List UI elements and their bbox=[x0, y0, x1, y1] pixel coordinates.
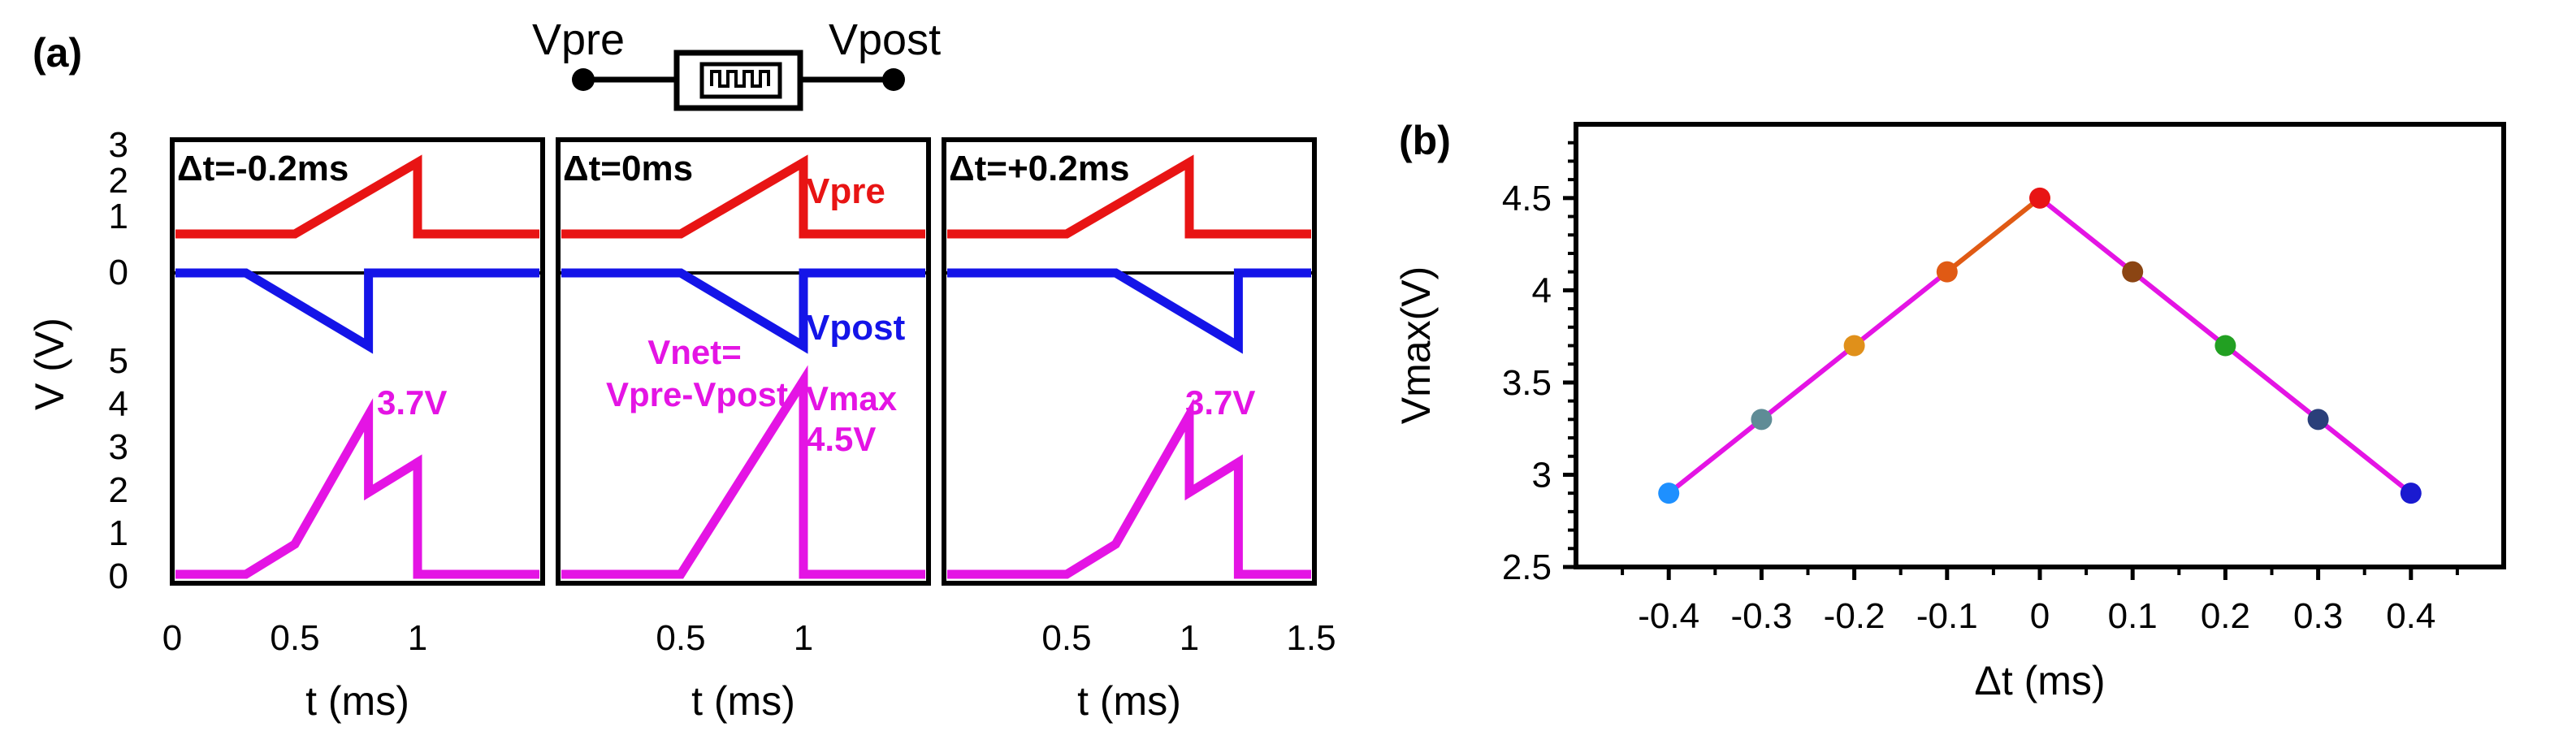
subplot-3-vpre-line bbox=[947, 154, 1311, 239]
ytick-0-top: 0 bbox=[109, 253, 128, 292]
panel-b-xtick-label: 0.3 bbox=[2293, 596, 2343, 636]
vmax-label: Vmax bbox=[806, 379, 898, 418]
panel-b-point bbox=[1936, 261, 1958, 283]
ytick-1b: 1 bbox=[109, 513, 128, 553]
subplot-2-waveforms bbox=[561, 154, 925, 579]
subplot-1-vnet-line bbox=[175, 398, 539, 579]
panel-b-xlabel: Δt (ms) bbox=[1974, 658, 2105, 703]
panel-b-ytick-labels: 2.5 3 3.5 4 4.5 bbox=[1502, 179, 1552, 587]
vnet-label-line2: Vpre-Vpost bbox=[606, 375, 788, 413]
sub2-xtick-1: 1 bbox=[794, 618, 813, 658]
panel-b-ylabel: Vmax(V) bbox=[1393, 266, 1439, 424]
panel-b-line-segment bbox=[2223, 344, 2320, 422]
subplot-1-waveforms bbox=[175, 154, 539, 579]
subplot-3-vpost-line bbox=[947, 268, 1311, 354]
panel-b-ytick-label: 4 bbox=[1532, 270, 1552, 310]
sub3-xlabel: t (ms) bbox=[1077, 678, 1181, 724]
panel-b-xtick-label: 0.1 bbox=[2108, 596, 2158, 636]
ytick-0b: 0 bbox=[109, 556, 128, 596]
sub1-xtick-0: 0 bbox=[162, 618, 182, 658]
device-left-terminal bbox=[572, 68, 595, 91]
panel-a-yticks-bottom: 5 4 3 2 1 0 bbox=[109, 341, 128, 596]
ytick-1: 1 bbox=[109, 197, 128, 236]
sub1-xtick-1: 1 bbox=[408, 618, 427, 658]
panel-b-point bbox=[2307, 409, 2329, 431]
subplot-3-vnet-line bbox=[947, 398, 1311, 579]
subplot-2-dt-label: Δt=0ms bbox=[563, 149, 693, 188]
panel-a-xticks: 0 0.5 1 0.5 1 0.5 1 1.5 bbox=[162, 618, 1336, 658]
vmax-value-label: 4.5V bbox=[806, 420, 876, 458]
panel-b-xtick-label: 0 bbox=[2030, 596, 2050, 636]
panel-b-xtick-label: -0.4 bbox=[1638, 596, 1699, 636]
subplot-2-vpost-line bbox=[561, 268, 925, 354]
subplot-1-dt-label: Δt=-0.2ms bbox=[177, 149, 349, 188]
subplot-2-frame bbox=[556, 137, 931, 586]
panel-b-point bbox=[1658, 483, 1680, 504]
panel-b-line-segment bbox=[1760, 344, 1856, 422]
subplot-3-waveforms bbox=[947, 154, 1311, 579]
panel-b-label: (b) bbox=[1399, 118, 1451, 163]
panel-b-line-segment bbox=[2038, 196, 2135, 275]
panel-b-line-segment bbox=[2316, 417, 2413, 496]
panel-b-xtick-label: -0.2 bbox=[1824, 596, 1885, 636]
subplot-2-vpre-line bbox=[561, 154, 925, 239]
device-right-label: Vpost bbox=[829, 15, 941, 64]
panel-a-yticks-top: 3 2 1 0 bbox=[109, 125, 128, 292]
panel-b-point bbox=[2029, 187, 2050, 209]
device-right-terminal bbox=[882, 68, 905, 91]
sub1-xlabel: t (ms) bbox=[305, 678, 409, 724]
panel-a-ylabel: V (V) bbox=[27, 318, 72, 410]
panel-b-line-segment bbox=[1667, 417, 1764, 496]
panel-b-xtick-label: 0.2 bbox=[2201, 596, 2250, 636]
panel-b-xtick-label: 0.4 bbox=[2386, 596, 2435, 636]
panel-b-xtick-labels: -0.4 -0.3 -0.2 -0.1 0 0.1 0.2 0.3 0.4 bbox=[1638, 596, 2435, 636]
ytick-3: 3 bbox=[109, 125, 128, 165]
subplot-1-frame bbox=[170, 137, 545, 586]
panel-b-lines bbox=[1667, 196, 2413, 496]
panel-b-points bbox=[1658, 187, 2422, 504]
panel-b-point bbox=[2400, 483, 2422, 504]
ytick-5: 5 bbox=[109, 341, 128, 381]
panel-b-line-segment bbox=[1945, 196, 2041, 275]
sub3-xtick-1: 1 bbox=[1180, 618, 1199, 658]
panel-b-ytick-label: 2.5 bbox=[1502, 547, 1552, 587]
sub2-xlabel: t (ms) bbox=[691, 678, 795, 724]
subplot-3-peak-annotation: 3.7V bbox=[1185, 383, 1255, 422]
panel-b-point bbox=[1751, 409, 1773, 431]
panel-b-point bbox=[2214, 335, 2236, 357]
ytick-4: 4 bbox=[109, 384, 128, 424]
panel-b-ytick-label: 3.5 bbox=[1502, 363, 1552, 403]
vpre-legend-label: Vpre bbox=[806, 171, 885, 211]
panel-b-point bbox=[2122, 261, 2144, 283]
resistor-zigzag-icon bbox=[710, 70, 770, 88]
subplot-1-vpost-line bbox=[175, 268, 539, 354]
subplot-3-frame bbox=[942, 137, 1317, 586]
subplot-1-vpre-line bbox=[175, 154, 539, 239]
sub3-xtick-15: 1.5 bbox=[1286, 618, 1336, 658]
panel-b-line-segment bbox=[1852, 270, 1949, 348]
panel-a-label: (a) bbox=[32, 30, 82, 76]
sub2-xtick-05: 0.5 bbox=[656, 618, 705, 658]
sub3-xtick-05: 0.5 bbox=[1041, 618, 1091, 658]
vpost-legend-label: Vpost bbox=[806, 308, 906, 348]
vnet-label-line1: Vnet= bbox=[647, 333, 742, 371]
subplot-2-vnet-line bbox=[561, 365, 925, 579]
device-left-label: Vpre bbox=[532, 15, 625, 64]
panel-b-line-segment bbox=[2131, 270, 2227, 348]
panel-b-xtick-label: -0.3 bbox=[1730, 596, 1792, 636]
panel-b-axis-ticks bbox=[1563, 141, 2459, 580]
panel-b-ytick-label: 3 bbox=[1532, 455, 1552, 495]
panel-b-ytick-label: 4.5 bbox=[1502, 179, 1552, 219]
panel-b-point bbox=[1843, 335, 1865, 357]
ytick-2: 2 bbox=[109, 161, 128, 201]
ytick-2b: 2 bbox=[109, 470, 128, 510]
memristor-device: Vpre Vpost bbox=[532, 15, 941, 111]
subplot-1-peak-annotation: 3.7V bbox=[377, 383, 447, 422]
panel-b-xtick-label: -0.1 bbox=[1916, 596, 1978, 636]
ytick-3b: 3 bbox=[109, 427, 128, 467]
sub1-xtick-05: 0.5 bbox=[270, 618, 319, 658]
subplot-3-dt-label: Δt=+0.2ms bbox=[949, 149, 1129, 188]
